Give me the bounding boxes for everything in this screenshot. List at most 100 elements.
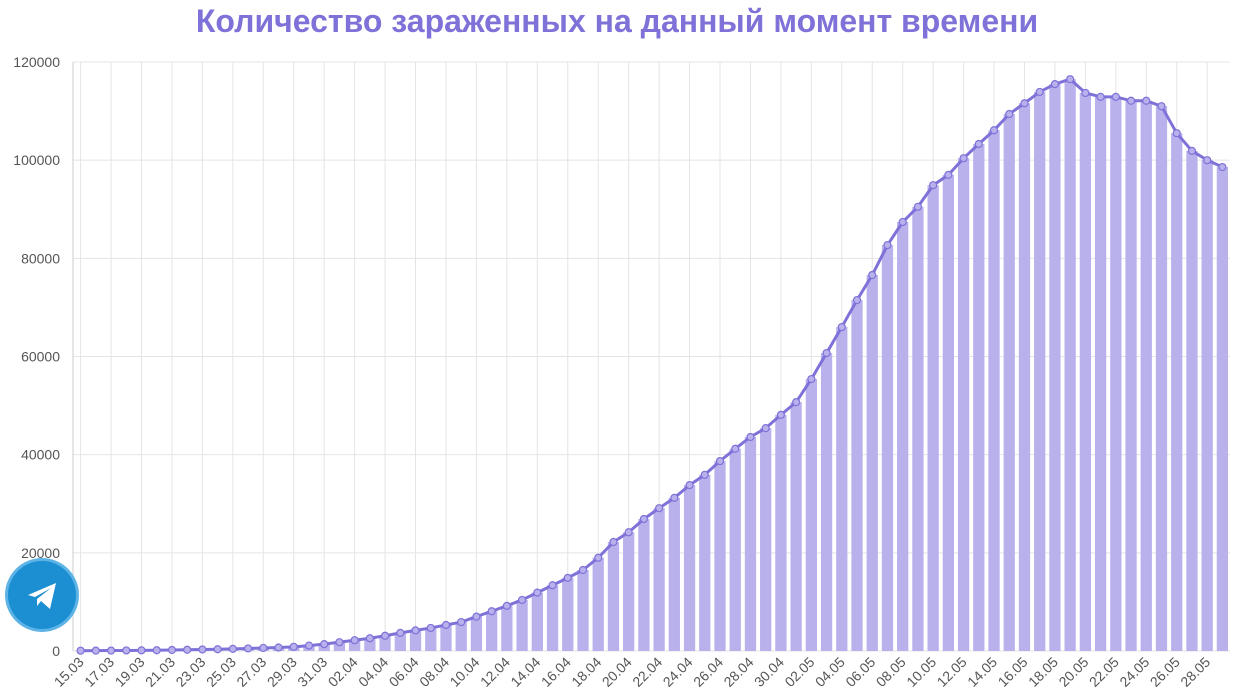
point bbox=[609, 537, 618, 547]
bar bbox=[501, 605, 513, 651]
point bbox=[183, 645, 192, 654]
bar bbox=[988, 130, 1000, 651]
point bbox=[137, 646, 146, 655]
point bbox=[746, 432, 755, 442]
telegram-button[interactable] bbox=[8, 561, 76, 629]
point bbox=[335, 638, 344, 647]
point bbox=[1066, 75, 1075, 84]
bar bbox=[425, 627, 437, 651]
point bbox=[76, 646, 85, 655]
bar bbox=[1049, 84, 1061, 651]
point bbox=[807, 374, 816, 384]
x-tick-label: 02.04 bbox=[325, 654, 361, 690]
x-tick-label: 15.03 bbox=[51, 654, 87, 690]
bar bbox=[1110, 96, 1122, 651]
x-tick-label: 24.04 bbox=[660, 654, 696, 690]
bar bbox=[775, 414, 787, 651]
bar bbox=[1003, 114, 1015, 652]
x-tick-label: 10.04 bbox=[446, 654, 482, 690]
y-tick-label: 20000 bbox=[21, 545, 60, 561]
point bbox=[685, 480, 694, 490]
bar bbox=[531, 592, 543, 651]
point bbox=[167, 645, 177, 655]
bar bbox=[714, 461, 726, 651]
point bbox=[776, 410, 786, 420]
bar bbox=[470, 616, 483, 651]
point bbox=[639, 514, 648, 524]
point bbox=[1218, 162, 1227, 172]
line bbox=[80, 77, 1224, 653]
bar bbox=[760, 428, 772, 651]
bar bbox=[912, 206, 924, 651]
point bbox=[822, 348, 831, 358]
point bbox=[898, 217, 907, 227]
chart-title: Количество зараженных на данный момент в… bbox=[196, 3, 1038, 39]
point bbox=[883, 240, 892, 250]
point bbox=[959, 154, 968, 163]
point bbox=[578, 565, 588, 575]
point bbox=[852, 295, 862, 305]
point bbox=[868, 270, 877, 280]
x-tick-label: 06.04 bbox=[386, 654, 422, 690]
y-tick-label: 100000 bbox=[13, 152, 60, 168]
point bbox=[228, 644, 237, 653]
x-tick-label: 14.04 bbox=[507, 654, 543, 690]
bar bbox=[653, 508, 665, 651]
bar bbox=[1171, 133, 1183, 651]
point bbox=[929, 181, 938, 190]
bar bbox=[546, 585, 559, 651]
point bbox=[1203, 156, 1212, 165]
y-tick-label: 120000 bbox=[13, 54, 60, 70]
x-tick-label: 18.05 bbox=[1025, 654, 1061, 690]
bar bbox=[486, 611, 498, 651]
x-tick-label: 29.03 bbox=[264, 654, 300, 690]
bar bbox=[1140, 100, 1152, 652]
bar bbox=[364, 638, 376, 651]
x-tick-label: 18.04 bbox=[568, 654, 604, 690]
point bbox=[761, 424, 770, 433]
point bbox=[594, 553, 603, 562]
bar bbox=[333, 642, 346, 651]
point bbox=[426, 623, 435, 633]
point bbox=[1050, 79, 1060, 89]
bar bbox=[440, 624, 452, 651]
bar bbox=[668, 497, 680, 651]
bar bbox=[349, 640, 361, 651]
point bbox=[396, 628, 405, 637]
x-tick-label: 02.05 bbox=[781, 654, 817, 690]
x-tick-label: 08.04 bbox=[416, 654, 452, 690]
point bbox=[1157, 102, 1166, 111]
point bbox=[365, 634, 374, 643]
x-tick-label: 12.05 bbox=[934, 654, 970, 690]
point bbox=[670, 493, 679, 502]
point bbox=[1126, 96, 1136, 105]
x-tick-label: 30.04 bbox=[751, 654, 787, 690]
bar bbox=[699, 474, 711, 651]
bar bbox=[1216, 167, 1229, 651]
x-tick-label: 21.03 bbox=[142, 654, 178, 690]
point bbox=[944, 170, 953, 179]
point bbox=[122, 646, 131, 655]
x-tick-label: 16.04 bbox=[538, 654, 574, 690]
bar bbox=[607, 542, 620, 651]
point bbox=[411, 626, 420, 635]
x-tick-label: 26.04 bbox=[690, 654, 726, 690]
bar bbox=[973, 143, 985, 651]
point bbox=[259, 643, 268, 653]
point bbox=[517, 595, 527, 605]
bar bbox=[1018, 103, 1031, 652]
x-tick-label: 22.04 bbox=[629, 654, 665, 690]
bar bbox=[805, 379, 817, 651]
point bbox=[274, 643, 283, 652]
x-tick-label: 24.05 bbox=[1116, 654, 1152, 690]
point bbox=[1081, 88, 1090, 98]
bar bbox=[744, 436, 757, 651]
bar bbox=[1094, 96, 1107, 651]
point bbox=[152, 646, 161, 655]
point bbox=[380, 631, 390, 640]
x-tick-label: 26.05 bbox=[1147, 654, 1183, 690]
bar bbox=[851, 300, 863, 651]
bar bbox=[379, 635, 391, 651]
x-tick-label: 06.05 bbox=[842, 654, 878, 690]
